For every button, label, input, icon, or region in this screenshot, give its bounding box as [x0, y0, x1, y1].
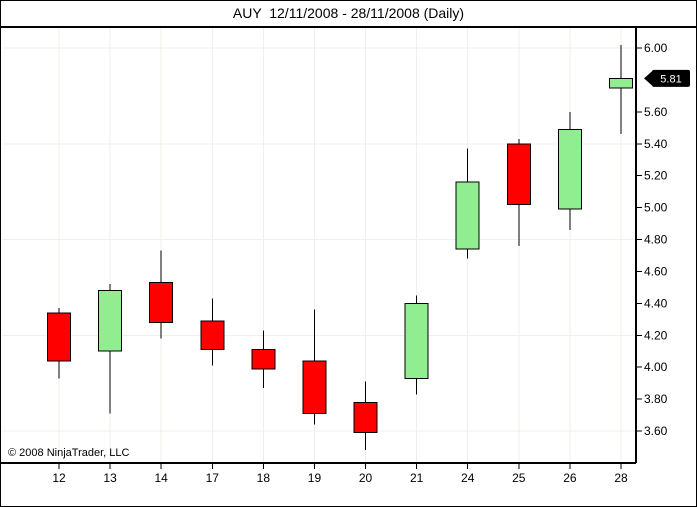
candle-26: [557, 111, 582, 230]
candle-body: [251, 349, 276, 370]
y-axis-label: 5.60: [644, 105, 668, 119]
price-tag-arrow-icon: [644, 70, 653, 87]
x-axis-label: 28: [614, 471, 628, 485]
chart-title: AUY 12/11/2008 - 28/11/2008 (Daily): [232, 5, 465, 21]
candle-body: [353, 401, 378, 434]
x-axis-label: 12: [52, 471, 66, 485]
candle-17: [200, 298, 225, 366]
x-axis-label: 13: [103, 471, 117, 485]
candle-body: [455, 181, 480, 250]
y-axis-label: 5.40: [644, 137, 668, 151]
y-axis-label: 4.40: [644, 296, 668, 310]
candle-19: [302, 309, 327, 425]
candle-body: [506, 143, 531, 205]
y-axis-label: 4.00: [644, 360, 668, 374]
y-axis-label: 5.00: [644, 201, 668, 215]
x-axis-label: 26: [563, 471, 577, 485]
candle-13: [98, 284, 123, 414]
price-tag-label: 5.81: [660, 73, 681, 85]
x-axis-label: 19: [308, 471, 322, 485]
x-axis-label: 25: [512, 471, 526, 485]
candle-18: [251, 330, 276, 388]
candle-body: [200, 320, 225, 351]
candle-28: [609, 44, 633, 135]
copyright-label: © 2008 NinjaTrader, LLC: [8, 447, 130, 459]
candle-body: [98, 290, 123, 352]
candle-25: [506, 138, 531, 246]
x-axis-label: 24: [461, 471, 475, 485]
candle-body: [609, 77, 633, 89]
candle-14: [149, 250, 174, 339]
x-axis-label: 14: [155, 471, 169, 485]
candle-body: [557, 128, 582, 210]
y-axis-label: 5.20: [644, 169, 668, 183]
last-price-tag: 5.81: [644, 69, 690, 87]
candle-20: [353, 381, 378, 451]
y-axis-label: 4.20: [644, 328, 668, 342]
y-axis-label: 4.80: [644, 233, 668, 247]
price-tag-box: [652, 69, 690, 87]
candle-body: [302, 360, 327, 414]
x-axis-label: 20: [359, 471, 373, 485]
candle-body: [404, 302, 429, 379]
candle-21: [404, 295, 429, 395]
x-axis-label: 21: [410, 471, 424, 485]
y-axis-label: 6.00: [644, 41, 668, 55]
candle-body: [149, 282, 174, 323]
x-axis-label: 17: [206, 471, 220, 485]
candle-body: [47, 312, 71, 362]
y-axis-label: 4.60: [644, 264, 668, 278]
y-axis-label: 3.60: [644, 424, 668, 438]
candle-24: [455, 148, 480, 259]
y-axis-label: 3.80: [644, 392, 668, 406]
candle-12: [47, 308, 71, 379]
x-axis-label: 18: [257, 471, 271, 485]
